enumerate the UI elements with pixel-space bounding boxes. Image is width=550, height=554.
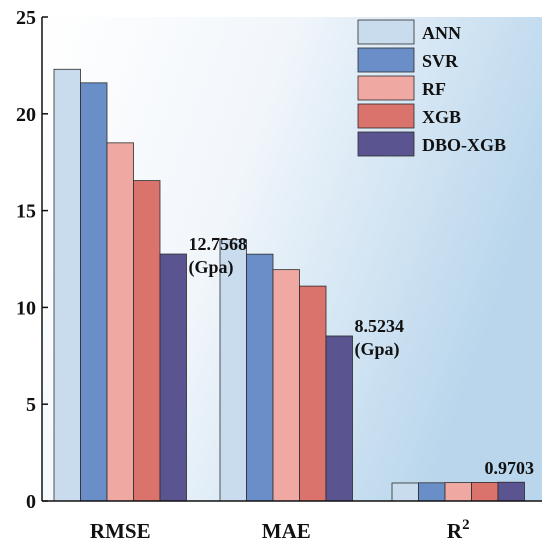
annotation-label: 0.9703 xyxy=(485,458,535,478)
bar-mae-dbo-xgb xyxy=(325,335,353,502)
legend-label-xgb: XGB xyxy=(422,107,461,127)
bar-mae-xgb xyxy=(299,285,327,502)
x-category-label: RMSE xyxy=(90,519,151,543)
y-tick-label: 20 xyxy=(16,104,36,126)
y-tick-label: 25 xyxy=(16,7,36,29)
bar-r2-rf xyxy=(444,482,472,502)
y-tick-label: 5 xyxy=(26,394,36,416)
x-category-label: R2 xyxy=(447,517,470,543)
y-tick-label: 10 xyxy=(16,297,36,319)
y-tick-label: 0 xyxy=(26,491,36,513)
annotation-label: 12.7568 xyxy=(189,234,248,254)
legend-swatch-dbo-xgb xyxy=(357,131,415,157)
legend-label-rf: RF xyxy=(422,79,446,99)
annotation-label: (Gpa) xyxy=(355,339,400,360)
x-category-label: MAE xyxy=(262,519,311,543)
bar-r2-ann xyxy=(391,482,419,502)
legend-swatch-ann xyxy=(357,19,415,45)
legend-label-dbo-xgb: DBO-XGB xyxy=(422,135,506,155)
annotation-label: (Gpa) xyxy=(189,257,234,278)
bar-mae-rf xyxy=(272,269,300,502)
bar-r2-dbo-xgb xyxy=(497,481,525,502)
bar-rmse-dbo-xgb xyxy=(159,253,187,502)
bar-r2-svr xyxy=(418,482,446,502)
legend-swatch-rf xyxy=(357,75,415,101)
bar-rmse-rf xyxy=(106,142,134,502)
legend-swatch-xgb xyxy=(357,103,415,129)
bar-rmse-xgb xyxy=(133,180,161,502)
bar-rmse-svr xyxy=(80,82,108,502)
annotation-label: 8.5234 xyxy=(355,316,405,336)
legend-label-ann: ANN xyxy=(422,23,461,43)
bar-mae-svr xyxy=(246,253,274,502)
y-tick-label: 15 xyxy=(16,201,36,223)
bar-rmse-ann xyxy=(53,68,81,502)
legend-swatch-svr xyxy=(357,47,415,73)
bar-mae-ann xyxy=(219,239,247,502)
legend-label-svr: SVR xyxy=(422,51,459,71)
bar-r2-xgb xyxy=(471,482,499,502)
